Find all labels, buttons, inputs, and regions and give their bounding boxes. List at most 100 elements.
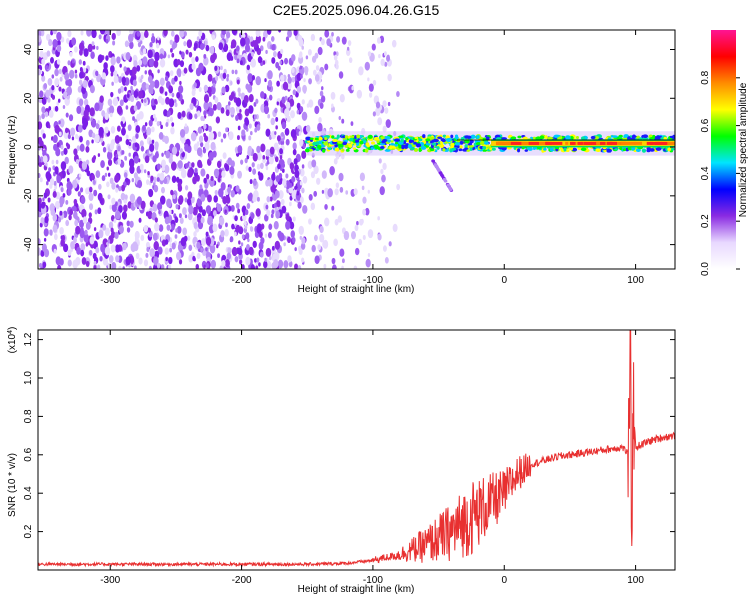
signal-cell bbox=[374, 145, 380, 150]
signal-cell bbox=[649, 136, 656, 140]
spectrogram-cell bbox=[249, 179, 253, 185]
spectrogram-cell bbox=[324, 30, 330, 38]
spectrogram-cell bbox=[141, 81, 148, 92]
spectrogram-cell bbox=[378, 158, 382, 164]
signal-cell bbox=[485, 136, 490, 141]
spectrogram-cell bbox=[245, 232, 250, 240]
spectrogram-cell bbox=[274, 190, 280, 199]
signal-cell bbox=[450, 134, 454, 139]
spectrogram-cell bbox=[285, 112, 289, 119]
signal-cell bbox=[323, 142, 329, 146]
signal-cell bbox=[400, 138, 404, 143]
signal-cell bbox=[590, 135, 596, 140]
spectrogram-cell bbox=[320, 95, 326, 103]
signal-cell bbox=[337, 141, 343, 144]
signal-cell bbox=[382, 138, 388, 143]
spectrogram-cell bbox=[341, 118, 345, 124]
signal-cell bbox=[654, 136, 660, 141]
spectrogram-cell bbox=[267, 70, 273, 80]
spectrogram-cell bbox=[311, 244, 316, 253]
spectrogram-cell bbox=[307, 49, 312, 56]
spectrogram-cell bbox=[196, 141, 200, 147]
signal-core-peak bbox=[539, 141, 549, 145]
spectrogram-cell bbox=[175, 176, 180, 183]
spectrogram-cell bbox=[153, 181, 156, 187]
spectrogram-cell bbox=[82, 79, 88, 89]
spectrogram-cell bbox=[129, 41, 134, 49]
spectrogram-cell bbox=[59, 227, 64, 235]
spectrogram-cell bbox=[182, 227, 188, 236]
spectrogram-cell bbox=[170, 126, 175, 135]
spectrogram-cell bbox=[74, 69, 78, 74]
spectrogram-cell bbox=[142, 48, 147, 55]
spectrogram-cell bbox=[137, 90, 144, 99]
spectrogram-cell bbox=[91, 156, 96, 163]
signal-cell bbox=[342, 141, 348, 146]
spectrogram-cell bbox=[179, 217, 184, 225]
spectrogram-cell bbox=[202, 147, 207, 154]
spectrogram-cell bbox=[265, 49, 268, 55]
spectrogram-cell bbox=[275, 125, 278, 130]
spectrogram-cell bbox=[121, 127, 126, 136]
spectrogram-cell bbox=[169, 243, 172, 248]
spectrogram-cell bbox=[296, 72, 302, 82]
spectrogram-cell bbox=[129, 220, 134, 228]
spectrogram-cell bbox=[159, 58, 166, 68]
spectrogram-cell bbox=[117, 145, 121, 152]
spectrogram-cell bbox=[71, 59, 75, 64]
spectrogram-cell bbox=[260, 143, 266, 153]
spectrogram-cell bbox=[317, 122, 323, 132]
spectrogram-cell bbox=[132, 116, 135, 121]
spectrogram-cell bbox=[301, 237, 306, 245]
signal-cell bbox=[403, 144, 409, 149]
spectrogram-cell bbox=[244, 37, 250, 47]
spectrogram-cell bbox=[169, 116, 174, 122]
spectrogram-cell bbox=[124, 194, 128, 200]
spectrogram-cell bbox=[237, 145, 243, 154]
signal-cell bbox=[469, 139, 474, 144]
spectrogram-cell bbox=[45, 162, 48, 167]
spectrogram-cell bbox=[241, 264, 245, 269]
spectrogram-cell bbox=[93, 227, 97, 232]
signal-cell bbox=[486, 146, 491, 149]
spectrogram-cell bbox=[205, 205, 212, 214]
spectrogram-cell bbox=[171, 52, 175, 58]
spectrogram-cell bbox=[210, 141, 216, 151]
spectrogram-cell bbox=[127, 181, 130, 186]
spectrogram-cell bbox=[82, 60, 86, 66]
spectrogram-cell bbox=[48, 39, 53, 47]
spectrogram-cell bbox=[107, 98, 113, 107]
spectrogram-cell bbox=[65, 199, 69, 205]
spectrogram-cell bbox=[53, 180, 57, 186]
spectrogram-cell bbox=[110, 227, 114, 233]
spectrogram-cell bbox=[157, 36, 160, 41]
spectrogram-cell bbox=[190, 132, 197, 142]
spectrogram-cell bbox=[187, 212, 193, 221]
spectrogram-cell bbox=[308, 99, 314, 108]
signal-cell bbox=[575, 135, 580, 140]
spectrogram-cell bbox=[184, 185, 189, 191]
spectrogram-cell bbox=[42, 133, 46, 139]
spectrogram-cell bbox=[203, 84, 209, 92]
spectrogram-cell bbox=[91, 41, 95, 47]
spectrogram-cell bbox=[317, 46, 323, 56]
spectrogram-cell bbox=[341, 36, 347, 45]
spectrogram-cell bbox=[313, 234, 318, 242]
spectrogram-cell bbox=[253, 102, 257, 107]
spectrogram-cell bbox=[56, 31, 62, 41]
spectrogram-cell bbox=[252, 39, 258, 49]
spectrogram-cell bbox=[38, 158, 41, 163]
spectrogram-cell bbox=[222, 133, 227, 139]
spectrogram-cell bbox=[131, 66, 137, 75]
signal-cell bbox=[391, 145, 396, 149]
spectrogram-cell bbox=[220, 65, 223, 71]
spectrogram-cell bbox=[67, 78, 73, 87]
snr-x-label: Height of straight line (km) bbox=[298, 584, 415, 595]
spectrogram-cell bbox=[212, 210, 217, 217]
spectrogram-cell bbox=[226, 77, 229, 82]
spectrogram-cell bbox=[101, 110, 106, 117]
spectrogram-cell bbox=[200, 216, 205, 224]
spectrogram-cell bbox=[320, 38, 325, 46]
spectrogram-cell bbox=[56, 39, 61, 47]
spectrogram-cell bbox=[209, 45, 215, 55]
